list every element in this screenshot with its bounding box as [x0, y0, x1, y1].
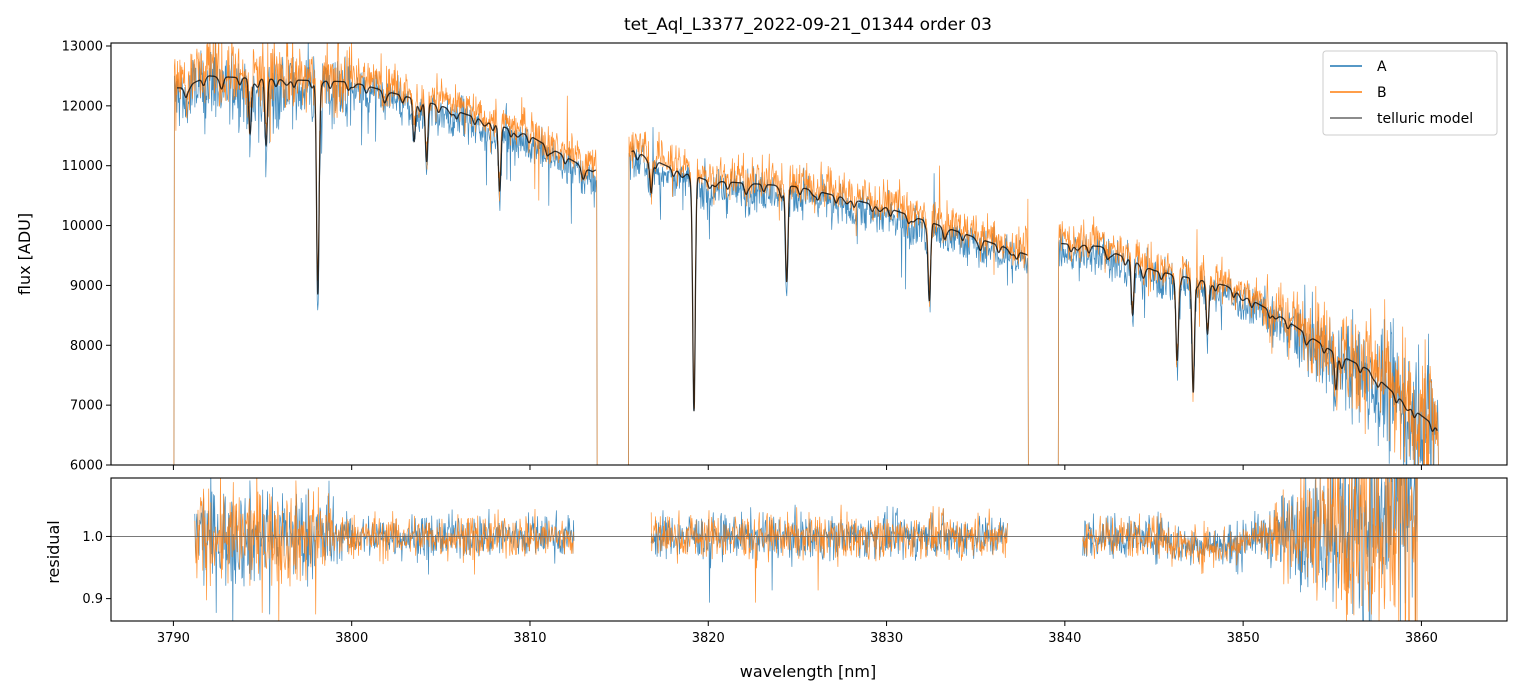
legend-box [1322, 50, 1498, 136]
flux-y-tick-label: 11000 [62, 159, 103, 174]
flux-plot-area [173, 43, 1439, 465]
residual-y-tick-label: 0.9 [82, 592, 103, 607]
residual-a-segment-2 [650, 504, 1008, 603]
flux-panel: 6000 7000 8000 9000 10000 11000 12000 13000 flu… [15, 39, 1508, 474]
telluric-model-segment-2 [631, 150, 1028, 412]
residual-panel: 0.91.0 3790 3800 3810 3820 3830 3840 3850 3860 … [44, 477, 1508, 681]
series-b-segment-3 [1057, 216, 1439, 465]
flux-y-axis-label: flux [ADU] [15, 213, 34, 295]
flux-y-tick-label: 10000 [62, 219, 103, 234]
series-a-segment-1 [173, 43, 598, 465]
x-tick-label: 3790 [157, 631, 190, 646]
residual-b-segment-3 [1082, 478, 1418, 621]
residual-b-segment-2 [650, 504, 1008, 603]
series-b-segment-2 [628, 131, 1029, 465]
residual-y-tick-label: 1.0 [82, 530, 103, 545]
telluric-model-segment-3 [1061, 242, 1438, 432]
flux-y-tick-label: 13000 [62, 39, 103, 54]
residual-y-axis-label: residual [44, 520, 63, 583]
x-tick-label: 3830 [870, 631, 903, 646]
legend: A B telluric model [1322, 50, 1498, 136]
flux-y-tick-label: 9000 [70, 279, 103, 294]
legend-label-b: B [1377, 85, 1387, 101]
flux-y-tick-label: 6000 [70, 459, 103, 474]
legend-label-telluric-model: telluric model [1377, 111, 1473, 127]
legend-label-a: A [1377, 59, 1387, 75]
series-b-segment-1 [173, 43, 598, 465]
series-a-segment-2 [628, 127, 1029, 465]
x-tick-label: 3810 [513, 631, 546, 646]
x-tick-label: 3860 [1405, 631, 1438, 646]
x-axis-label: wavelength [nm] [740, 662, 877, 681]
x-tick-label: 3840 [1048, 631, 1081, 646]
residual-x-axis: 3790 3800 3810 3820 3830 3840 3850 3860 [157, 621, 1438, 646]
flux-y-tick-label: 12000 [62, 99, 103, 114]
x-tick-label: 3800 [335, 631, 368, 646]
residual-panel-frame [110, 477, 1508, 622]
chart-title: tet_Aql_L3377_2022-09-21_01344 order 03 [624, 15, 992, 35]
flux-y-axis: 6000 7000 8000 9000 10000 11000 12000 13000 [62, 39, 111, 474]
residual-plot-area [111, 478, 1507, 621]
flux-panel-frame [110, 42, 1508, 466]
x-tick-label: 3820 [692, 631, 725, 646]
x-tick-label: 3850 [1227, 631, 1260, 646]
telluric-model-segment-1 [177, 75, 597, 295]
residual-y-axis: 0.9 1.0 [82, 530, 111, 607]
flux-y-tick-label: 8000 [70, 339, 103, 354]
flux-y-tick-label: 7000 [70, 399, 103, 414]
flux-x-axis [172, 465, 1422, 470]
